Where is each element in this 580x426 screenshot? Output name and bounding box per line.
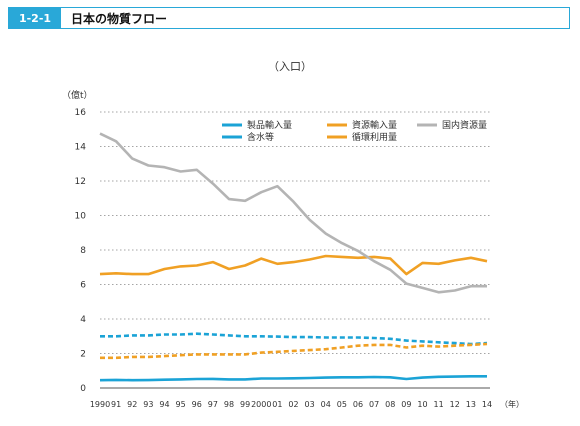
x-tick-label: 92: [127, 400, 137, 409]
x-tick-label: 91: [111, 400, 121, 409]
x-tick-label: 98: [224, 400, 234, 409]
x-tick-label: 01: [272, 400, 282, 409]
y-tick-label: 4: [80, 315, 86, 325]
x-tick-labels: 1990 91 92 93 94 95 96 97 98 99 2000 01 02 03 04 05 06 07…: [90, 400, 492, 409]
series-line: [99, 374, 487, 382]
chart-title: （入口）: [268, 60, 312, 73]
x-axis-unit: （年）: [500, 399, 524, 409]
legend-label: 含水等: [247, 131, 274, 143]
legend-label: 資源輸入量: [352, 119, 397, 131]
x-tick-label: 03: [305, 400, 315, 409]
series-line: [100, 342, 488, 360]
x-tick-label: 09: [401, 400, 411, 409]
x-tick-label: 96: [192, 400, 202, 409]
x-tick-label: 14: [482, 400, 492, 409]
section-number: 1-2-1: [9, 8, 61, 28]
legend-label: 国内資源量: [442, 119, 487, 131]
y-tick-labels: 0 2 4 6 8 10 12 14 16: [75, 108, 87, 394]
x-tick-label: 99: [240, 400, 250, 409]
series-line: [99, 254, 488, 276]
legend-label: 製品輸入量: [247, 119, 292, 131]
x-tick-label: 05: [337, 400, 347, 409]
x-tick-label: 97: [208, 400, 218, 409]
x-tick-label: 11: [434, 400, 444, 409]
x-tick-label: 93: [143, 400, 153, 409]
y-tick-label: 0: [80, 384, 86, 394]
x-tick-label: 94: [159, 400, 169, 409]
y-tick-label: 10: [75, 212, 87, 222]
x-tick-label: 08: [385, 400, 395, 409]
y-axis-label: （億t）: [62, 89, 93, 101]
x-tick-label: 1990: [90, 400, 110, 409]
x-tick-label: 95: [176, 400, 186, 409]
x-tick-label: 12: [450, 400, 460, 409]
legend-label: 循環利用量: [352, 131, 397, 143]
x-tick-label: 06: [353, 400, 363, 409]
x-tick-label: 13: [466, 400, 476, 409]
y-tick-label: 12: [75, 177, 86, 187]
grid-lines: [100, 111, 490, 389]
x-tick-label: 04: [321, 400, 331, 409]
series-lines: [99, 132, 488, 382]
x-tick-label: 10: [417, 400, 427, 409]
y-tick-label: 16: [75, 108, 87, 118]
x-tick-label: 02: [288, 400, 298, 409]
y-tick-label: 6: [80, 281, 86, 291]
x-tick-label: 07: [369, 400, 379, 409]
y-tick-label: 14: [75, 143, 87, 153]
series-line: [100, 332, 488, 346]
series-line: [99, 132, 487, 294]
y-tick-label: 8: [80, 246, 86, 256]
x-tick-label: 2000: [251, 400, 271, 409]
section-header: 1-2-1 日本の物質フロー: [8, 7, 570, 29]
y-tick-label: 2: [80, 350, 86, 360]
section-title: 日本の物質フロー: [71, 11, 168, 26]
